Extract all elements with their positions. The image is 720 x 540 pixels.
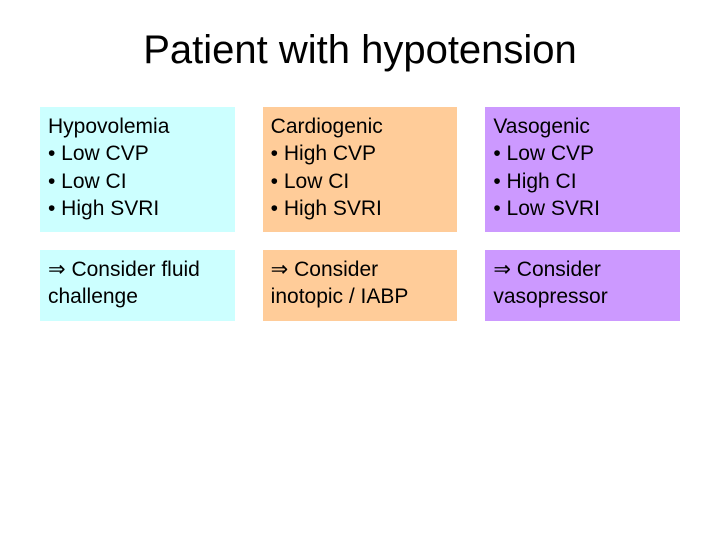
slide-title: Patient with hypotension [40, 28, 680, 73]
box-cardiogenic-action: ⇒ Consider inotopic / IABP [263, 250, 458, 321]
box-vasogenic-action: ⇒ Consider vasopressor [485, 250, 680, 321]
column-cardiogenic: Cardiogenic • High CVP • Low CI • High S… [263, 107, 458, 321]
slide: Patient with hypotension Hypovolemia • L… [0, 0, 720, 540]
columns-container: Hypovolemia • Low CVP • Low CI • High SV… [40, 107, 680, 321]
bullet: • Low CVP [493, 140, 672, 167]
bullet: • Low SVRI [493, 195, 672, 222]
bullet: • Low CVP [48, 140, 227, 167]
box-hypovolemia-criteria: Hypovolemia • Low CVP • Low CI • High SV… [40, 107, 235, 232]
box-hypovolemia-action: ⇒ Consider fluid challenge [40, 250, 235, 321]
arrow-icon: ⇒ [48, 258, 66, 281]
action-text: Consider inotopic / IABP [271, 258, 409, 308]
action-text: Consider vasopressor [493, 258, 607, 308]
heading-cardiogenic: Cardiogenic [271, 113, 450, 140]
column-vasogenic: Vasogenic • Low CVP • High CI • Low SVRI… [485, 107, 680, 321]
bullet: • High CVP [271, 140, 450, 167]
arrow-icon: ⇒ [271, 258, 289, 281]
heading-hypovolemia: Hypovolemia [48, 113, 227, 140]
bullet: • Low CI [48, 168, 227, 195]
bullet: • High SVRI [48, 195, 227, 222]
column-hypovolemia: Hypovolemia • Low CVP • Low CI • High SV… [40, 107, 235, 321]
action-text: Consider fluid challenge [48, 258, 200, 308]
bullet: • High CI [493, 168, 672, 195]
heading-vasogenic: Vasogenic [493, 113, 672, 140]
bullet: • High SVRI [271, 195, 450, 222]
bullet: • Low CI [271, 168, 450, 195]
box-vasogenic-criteria: Vasogenic • Low CVP • High CI • Low SVRI [485, 107, 680, 232]
arrow-icon: ⇒ [493, 258, 511, 281]
box-cardiogenic-criteria: Cardiogenic • High CVP • Low CI • High S… [263, 107, 458, 232]
